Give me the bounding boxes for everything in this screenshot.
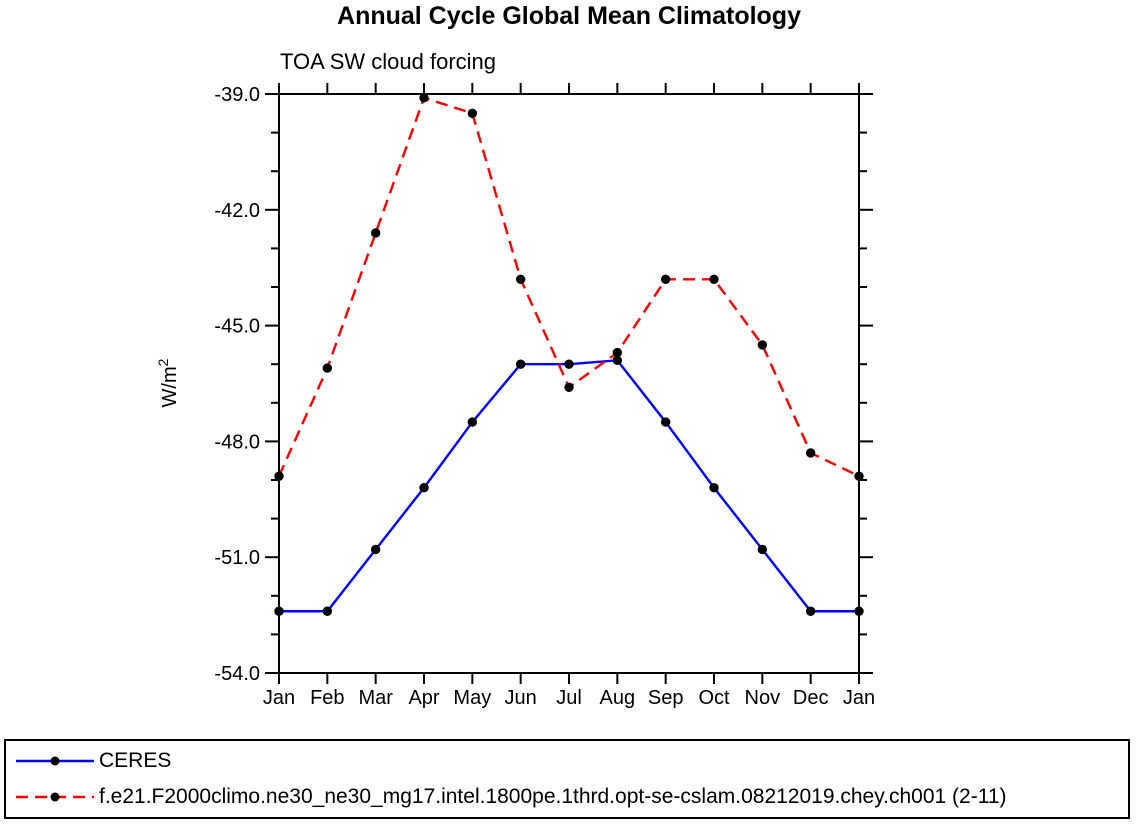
x-tick-label: Sep (648, 687, 684, 709)
data-point-marker-s0 (854, 606, 864, 616)
legend-item-model-run: f.e21.F2000climo.ne30_ne30_mg17.intel.18… (6, 780, 1128, 814)
data-point-marker-s1 (419, 93, 429, 103)
data-point-marker-s0 (564, 359, 574, 369)
data-point-marker-s0 (370, 544, 381, 555)
data-point-marker-s1 (612, 347, 623, 358)
y-tick-label: -39.0 (214, 84, 260, 106)
y-tick-label: -54.0 (214, 663, 260, 685)
data-point-marker-s0 (660, 417, 671, 427)
x-tick-label: Feb (310, 687, 344, 709)
data-point-marker-s1 (322, 363, 333, 373)
x-tick-label: Oct (698, 687, 730, 709)
data-point-marker-s1 (757, 340, 768, 350)
data-point-marker-s1 (274, 471, 284, 481)
data-point-marker-s0 (322, 606, 333, 616)
y-tick-label: -45.0 (214, 316, 260, 338)
legend-label-ceres: CERES (99, 748, 172, 772)
legend-label-model-run: f.e21.F2000climo.ne30_ne30_mg17.intel.18… (99, 785, 1007, 809)
data-point-marker-s0 (467, 417, 478, 427)
data-point-marker-s1 (805, 448, 816, 458)
legend-line-sample-ceres (14, 754, 96, 768)
data-point-marker-s0 (274, 606, 284, 616)
x-tick-label: Nov (745, 687, 781, 709)
data-point-marker-s1 (660, 274, 671, 284)
data-point-marker-s1 (515, 274, 526, 284)
data-point-marker-s1 (467, 108, 478, 119)
data-point-marker-s0 (757, 544, 768, 555)
legend-line-sample-model-run (14, 790, 96, 804)
x-tick-label: Jan (263, 687, 295, 709)
series-line-1 (277, 96, 860, 478)
data-point-marker-s0 (709, 483, 719, 493)
legend-swatch-graphic (16, 756, 94, 766)
x-tick-label: Jul (556, 687, 582, 709)
series-line-0 (279, 359, 859, 613)
y-tick-label: -51.0 (214, 547, 260, 569)
x-tick-label: Dec (793, 687, 829, 709)
data-point-marker-s1 (854, 471, 864, 481)
data-point-marker-s0 (419, 483, 429, 493)
x-tick-label: Jun (505, 687, 537, 709)
chart-subtitle: TOA SW cloud forcing (280, 49, 497, 74)
x-tick-label: Apr (408, 687, 439, 709)
data-point-marker-s1 (370, 228, 381, 238)
x-tick-label: Jan (843, 687, 875, 709)
data-point-marker-s1 (709, 274, 719, 284)
chart-title: Annual Cycle Global Mean Climatology (337, 2, 801, 30)
data-point-marker-s0 (805, 606, 816, 616)
data-point-marker-s0 (515, 359, 526, 369)
x-tick-label: Aug (600, 687, 636, 709)
data-point-marker-s0 (612, 355, 623, 366)
legend-item-ceres: CERES (6, 744, 1128, 778)
legend-swatch-graphic (16, 792, 94, 802)
x-tick-label: May (453, 687, 491, 709)
y-axis-title: W/m2 (155, 358, 181, 407)
plot-area: Jan Feb Mar Apr May Jun Jul Aug Sep Oct Nov Dec Jan-… (155, 83, 875, 709)
y-tick-label: -42.0 (214, 200, 260, 222)
data-point-marker-s1 (564, 382, 574, 393)
x-tick-label: Mar (358, 687, 393, 709)
legend: CERES f.e21.F2000climo.ne30_ne30_mg17.in… (4, 739, 1130, 819)
y-tick-label: -48.0 (214, 431, 260, 453)
